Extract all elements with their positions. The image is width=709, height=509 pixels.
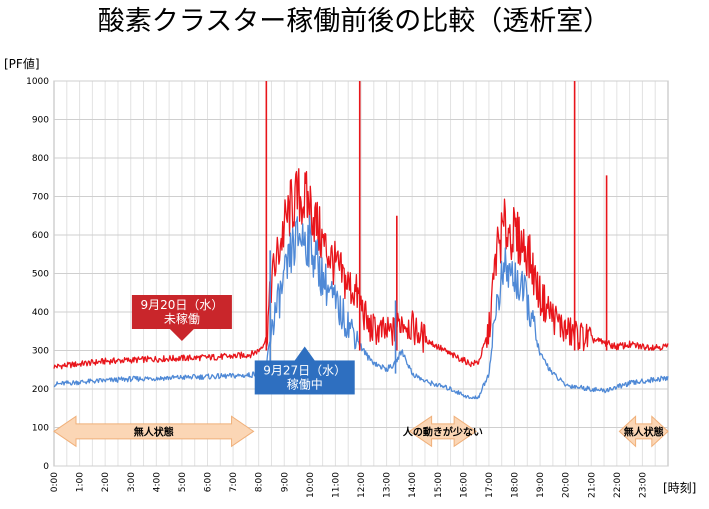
y-tick-label: 900 bbox=[32, 116, 49, 126]
callout-label: 未稼働 bbox=[164, 311, 200, 326]
x-tick-label: 9:00 bbox=[280, 472, 290, 492]
x-tick-label: 14:00 bbox=[408, 472, 418, 498]
annotation-arrow bbox=[53, 415, 255, 448]
x-tick-label: 3:00 bbox=[127, 472, 137, 492]
x-tick-label: 0:00 bbox=[50, 472, 60, 492]
y-axis-label: [PF値] bbox=[4, 56, 40, 71]
annotation-label: 無人状態 bbox=[624, 425, 664, 438]
annotation-arrow bbox=[408, 415, 478, 448]
callouts-group: 9月20日（水）未稼働 9月27日（水）稼働中 bbox=[131, 295, 355, 395]
annotation-arrow bbox=[618, 415, 669, 448]
callout-arrow-down bbox=[169, 329, 194, 341]
x-tick-label: 2:00 bbox=[101, 472, 111, 492]
x-tick-label: 1:00 bbox=[76, 472, 86, 492]
y-tick-label: 200 bbox=[32, 385, 49, 395]
x-tick-label: 6:00 bbox=[204, 472, 214, 492]
y-tick-label: 600 bbox=[32, 231, 49, 241]
callout-box bbox=[254, 360, 355, 395]
x-tick-label: 12:00 bbox=[357, 472, 367, 498]
callout-box bbox=[131, 295, 232, 329]
x-tick-label: 20:00 bbox=[562, 472, 572, 498]
y-tick-label: 400 bbox=[32, 308, 49, 318]
x-tick-label: 23:00 bbox=[638, 472, 648, 498]
x-tick-label: 11:00 bbox=[331, 472, 341, 498]
x-ticks: 0:00 1:00 2:00 3:00 4:00 5:00 6:00 7:00 8:00 9:00… bbox=[50, 472, 648, 498]
callout-label: 稼働中 bbox=[287, 376, 323, 391]
annotation-label: 人の動きが少ない bbox=[403, 425, 483, 438]
x-tick-label: 7:00 bbox=[229, 472, 239, 492]
callout-label: 9月27日（水） bbox=[263, 363, 346, 377]
x-tick-label: 13:00 bbox=[383, 472, 393, 498]
y-tick-label: 100 bbox=[32, 424, 49, 434]
y-tick-label: 800 bbox=[32, 154, 49, 164]
x-tick-label: 16:00 bbox=[459, 472, 469, 498]
y-tick-label: 500 bbox=[32, 270, 49, 280]
chart-title: 酸素クラスター稼働前後の比較（透析室） bbox=[98, 6, 610, 37]
x-tick-label: 19:00 bbox=[536, 472, 546, 498]
x-tick-label: 17:00 bbox=[485, 472, 495, 498]
x-tick-label: 10:00 bbox=[306, 472, 316, 498]
annotation-label: 無人状態 bbox=[134, 425, 174, 438]
callout-label: 9月20日（水） bbox=[140, 298, 223, 312]
x-tick-label: 8:00 bbox=[255, 472, 265, 492]
series-line-1 bbox=[53, 168, 669, 370]
x-tick-label: 18:00 bbox=[511, 472, 521, 498]
callout-arrow-up bbox=[294, 346, 315, 361]
x-axis-label: [時刻] bbox=[663, 481, 696, 495]
annotations-group: 無人状態 人の動きが少ない 無人状態 bbox=[53, 415, 669, 448]
series-line-2 bbox=[53, 215, 669, 400]
y-tick-label: 700 bbox=[32, 193, 49, 203]
grid bbox=[53, 80, 669, 467]
x-tick-label: 22:00 bbox=[613, 472, 623, 498]
y-ticks: 0 100 200 300 400 500 600 700 800 900 1000 bbox=[26, 77, 49, 472]
x-tick-label: 21:00 bbox=[587, 472, 597, 498]
series-group bbox=[53, 168, 669, 400]
x-tick-label: 15:00 bbox=[434, 472, 444, 498]
y-tick-label: 300 bbox=[32, 347, 49, 357]
x-tick-label: 5:00 bbox=[178, 472, 188, 492]
spikes-group bbox=[265, 81, 608, 374]
y-tick-label: 0 bbox=[43, 462, 49, 472]
x-tick-label: 4:00 bbox=[152, 472, 162, 492]
y-tick-label: 1000 bbox=[26, 77, 49, 87]
